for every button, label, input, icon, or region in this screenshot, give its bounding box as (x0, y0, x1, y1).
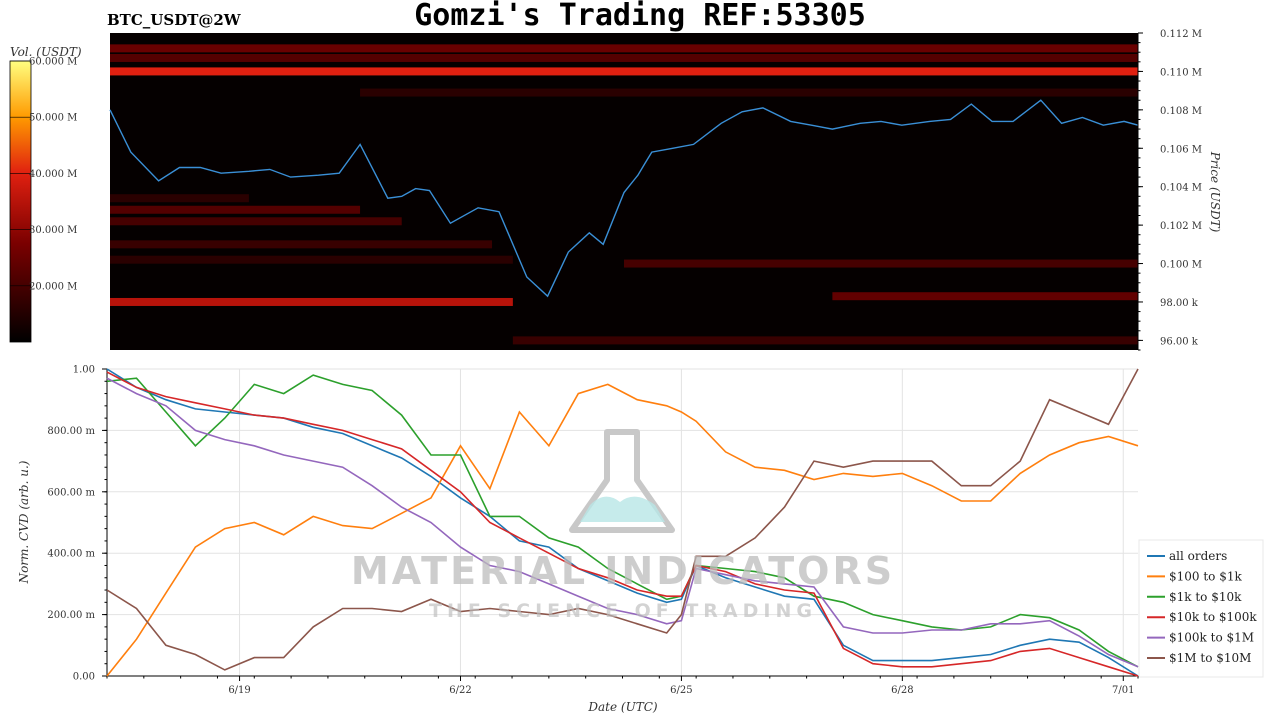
colorbar: Vol. (USDT) 20.000 M 30.000 M 40.000 M 50.00… (9, 45, 82, 343)
legend-entry-5: $1M to $10M (1169, 651, 1251, 665)
series-line-5 (106, 368, 1139, 671)
cvd-ytick-label: 600.00 m (47, 487, 95, 498)
cvd-xtick-label: 6/22 (449, 685, 471, 696)
cvd-ytick-label: 400.00 m (47, 549, 95, 560)
price-tick-label: 0.108 M (1160, 106, 1202, 117)
series-line-3 (106, 371, 1139, 677)
cvd-ytick-label: 200.00 m (47, 610, 95, 621)
colorbar-tick-label: 30.000 M (29, 225, 77, 236)
price-line (109, 99, 1139, 298)
legend-entry-3: $10k to $100k (1169, 610, 1257, 624)
cvd-ylabel: Norm. CVD (arb. u.) (17, 460, 31, 584)
series-line-1 (106, 383, 1139, 677)
liquidity-wall-7 (110, 205, 361, 214)
watermark-tagline: THE SCIENCE OF TRADING (429, 600, 817, 622)
price-tick-label: 0.100 M (1160, 260, 1202, 271)
price-tick-label: 0.112 M (1160, 29, 1202, 40)
cvd-xtick-label: 6/25 (670, 685, 692, 696)
flask-liquid-icon (580, 496, 665, 522)
pair-label: BTC_USDT@2W (107, 11, 241, 29)
colorbar-tick-label: 20.000 M (29, 281, 77, 292)
liquidity-wall-9 (110, 240, 493, 249)
cvd-xtick-label: 6/28 (891, 685, 913, 696)
legend-box (1138, 539, 1264, 678)
cvd-ytick-label: 800.00 m (47, 426, 95, 437)
watermark-name: MATERIAL INDICATORS (351, 549, 895, 593)
price-axis-label: Price (USDT) (1208, 151, 1222, 233)
watermark: MATERIAL INDICATORS THE SCIENCE OF TRADIN… (351, 429, 895, 622)
liquidity-wall-8 (110, 217, 402, 226)
legend-entry-4: $100k to $1M (1169, 631, 1254, 645)
flask-icon (569, 429, 675, 533)
cvd-ytick-label: 0.00 (73, 672, 95, 683)
colorbar-tick-label: 60.000 M (29, 57, 77, 68)
price-tick-label: 0.110 M (1160, 67, 1202, 78)
heatmap-panel: 96.00 k 98.00 k 0.100 M 0.102 M 0.104 M 0.106… (109, 29, 1222, 351)
liquidity-wall-10 (110, 255, 513, 264)
colorbar-tick-label: 50.000 M (29, 113, 77, 124)
colorbar-gradient (9, 60, 32, 343)
liquidity-wall-2 (110, 53, 1138, 62)
cvd-plot-area (107, 369, 1138, 676)
legend: all orders $100 to $1k $1k to $10k $10k to … (1138, 539, 1264, 678)
liquidity-wall-4 (832, 292, 1138, 301)
liquidity-wall-3 (110, 297, 513, 306)
cvd-xtick-label: 6/19 (228, 685, 250, 696)
liquidity-wall-5 (624, 259, 1138, 268)
liquidity-wall-1 (110, 44, 1138, 53)
cvd-xlabel: Date (UTC) (587, 700, 657, 714)
liquidity-wall-0 (110, 67, 1138, 76)
price-tick-label: 0.102 M (1160, 221, 1202, 232)
price-tick-label: 0.106 M (1160, 144, 1202, 155)
price-tick-label: 96.00 k (1160, 336, 1199, 347)
colorbar-tick-label: 40.000 M (29, 169, 77, 180)
series-line-4 (106, 377, 1139, 668)
liquidity-wall-11 (110, 194, 249, 203)
price-tick-label: 0.104 M (1160, 183, 1202, 194)
price-tick-label: 98.00 k (1160, 298, 1199, 309)
colorbar-label: Vol. (USDT) (10, 45, 82, 59)
cvd-xtick-label: 7/01 (1112, 685, 1134, 696)
legend-entry-1: $100 to $1k (1169, 569, 1242, 583)
liquidity-wall-6 (512, 336, 1138, 345)
cvd-ytick-label: 1.00 (73, 365, 95, 376)
legend-entry-2: $1k to $10k (1169, 590, 1242, 604)
page-title: Gomzi's Trading REF:53305 (414, 0, 866, 33)
legend-entry-0: all orders (1169, 549, 1227, 563)
liquidity-wall-12 (360, 88, 1138, 97)
cvd-panel: 0.00 200.00 m 400.00 m 600.00 m 800.00 m 1.00… (17, 365, 1139, 714)
